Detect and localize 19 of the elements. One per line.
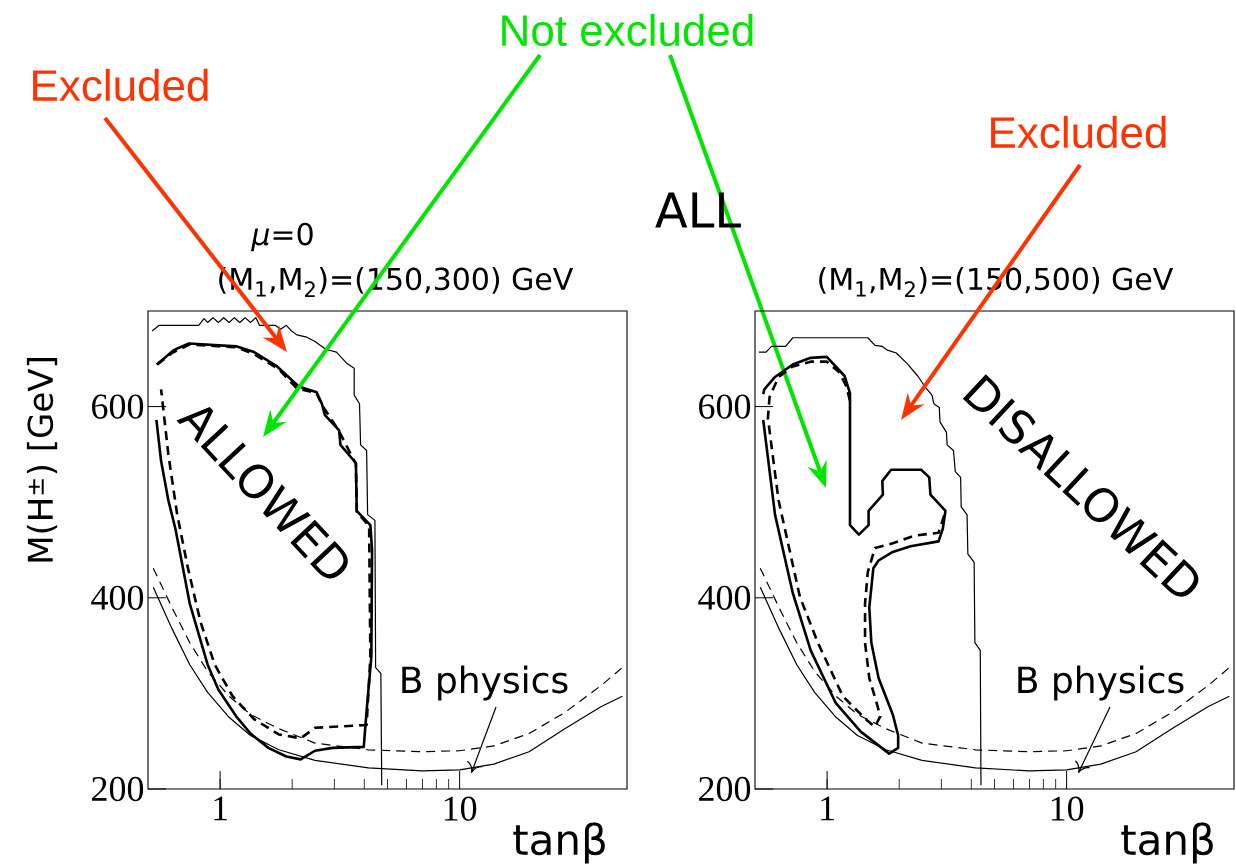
text: Excluded [991,115,1166,149]
x-axis-title: tanβ [1121,822,1213,864]
x-tick-label: 10 [444,796,477,821]
x-tick-label: 10 [1051,796,1084,821]
x-axis-title: tanβ [513,822,605,864]
x-tick-label: 1 [821,796,834,821]
y-tick-label: 600 [699,394,751,419]
annotation: B physics [1018,665,1184,701]
y-tick-label: 200 [92,776,144,802]
y-tick-label: 200 [699,776,751,802]
chart-title: μ=0 [250,222,313,252]
y-axis-title: M(H$^{±}$) [GeV] [26,358,58,562]
text: Excluded [33,68,208,102]
x-tick-label: 1 [214,796,227,821]
annotation: B physics [402,665,568,701]
y-tick-label: 400 [698,585,751,610]
text: Not excluded [502,13,753,47]
y-tick-label: 400 [91,585,144,610]
y-tick-label: 600 [92,394,144,419]
